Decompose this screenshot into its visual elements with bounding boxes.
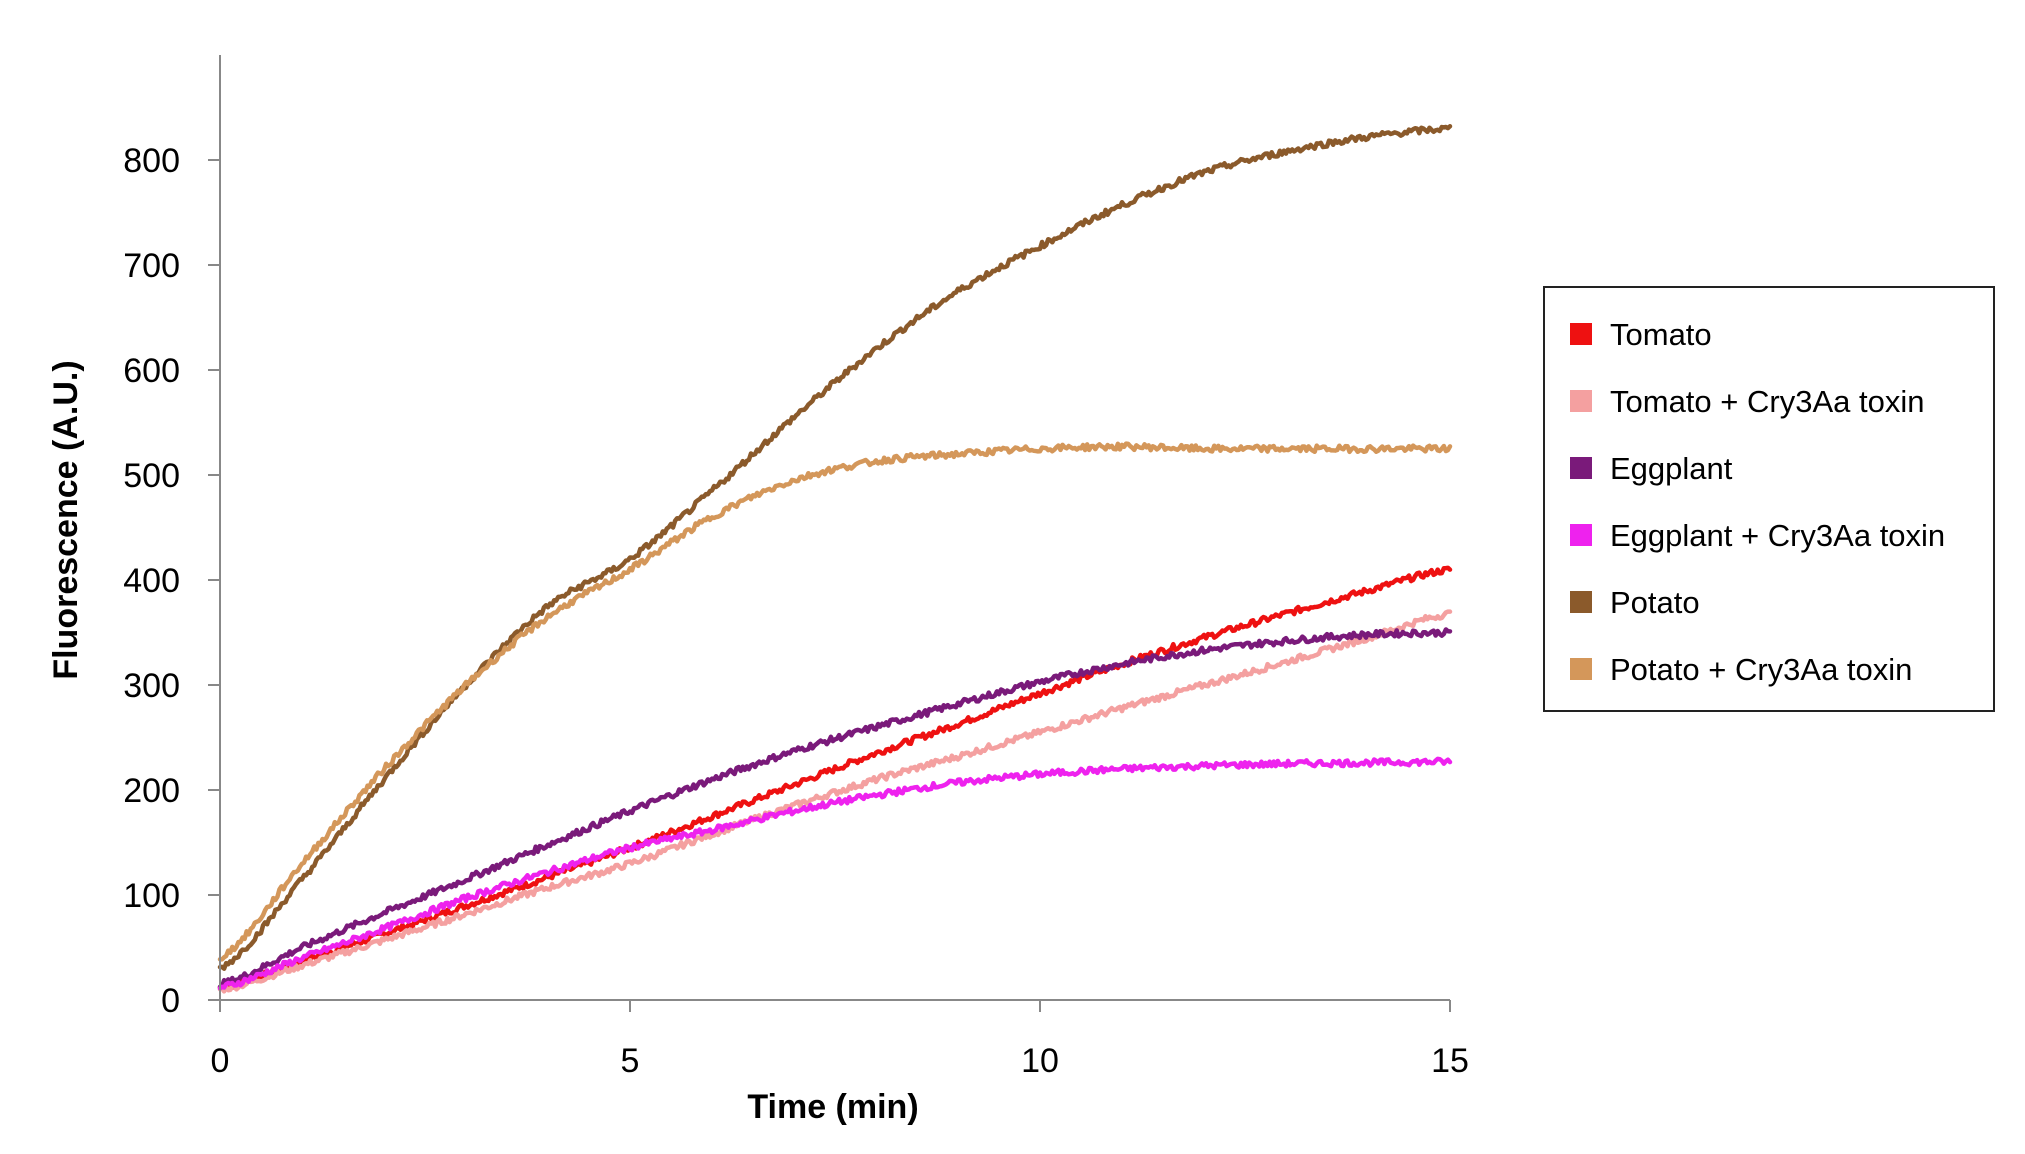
legend-label: Eggplant + Cry3Aa toxin xyxy=(1610,518,1945,553)
legend-swatch xyxy=(1570,457,1592,479)
legend: Tomato Tomato + Cry3Aa toxin Eggplant Eggpl… xyxy=(1543,286,1995,712)
legend-items: Tomato Tomato + Cry3Aa toxin Eggplant Eggpl… xyxy=(1570,317,1945,687)
legend-swatch xyxy=(1570,658,1592,680)
y-tick-label: 400 xyxy=(123,562,180,600)
x-axis-title: Time (min) xyxy=(747,1088,918,1126)
legend-box xyxy=(1543,286,1995,712)
series-line-tomato-cry3aa-toxin xyxy=(217,609,1453,994)
series-line-potato-cry3aa-toxin xyxy=(217,441,1453,962)
y-tick-label: 200 xyxy=(123,772,180,810)
legend-label: Tomato xyxy=(1610,317,1712,352)
x-tick-label: 0 xyxy=(211,1042,230,1080)
y-tick-label: 100 xyxy=(123,877,180,915)
series-line-eggplant-cry3aa-toxin xyxy=(217,756,1453,991)
legend-label: Potato xyxy=(1610,585,1700,620)
y-tick-label: 800 xyxy=(123,142,180,180)
legend-swatch xyxy=(1570,390,1592,412)
series-layer xyxy=(217,124,1453,994)
series-line-tomato xyxy=(217,565,1453,992)
legend-label: Eggplant xyxy=(1610,451,1733,486)
y-tick-label: 0 xyxy=(161,982,180,1020)
legend-swatch xyxy=(1570,524,1592,546)
y-tick-label: 300 xyxy=(123,667,180,705)
y-axis-title: Fluorescence (A.U.) xyxy=(47,360,85,679)
y-tick-label: 600 xyxy=(123,352,180,390)
legend-label: Tomato + Cry3Aa toxin xyxy=(1610,384,1924,419)
series-line-eggplant xyxy=(217,627,1453,990)
x-tick-label: 15 xyxy=(1431,1042,1469,1080)
legend-swatch xyxy=(1570,323,1592,345)
series-line-potato xyxy=(217,124,1453,971)
x-tick-label: 10 xyxy=(1021,1042,1059,1080)
y-tick-label: 500 xyxy=(123,457,180,495)
axes-layer: 0 100 200 300 400 500 600 700 800 0 5 10 15 xyxy=(123,55,1469,1080)
y-tick-label: 700 xyxy=(123,247,180,285)
legend-swatch xyxy=(1570,591,1592,613)
legend-label: Potato + Cry3Aa toxin xyxy=(1610,652,1912,687)
x-tick-label: 5 xyxy=(621,1042,640,1080)
